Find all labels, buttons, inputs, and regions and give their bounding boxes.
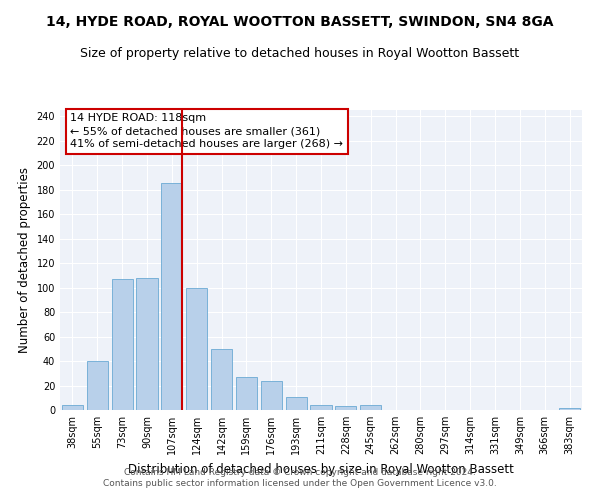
Bar xyxy=(136,278,158,410)
Bar xyxy=(360,405,381,410)
Bar xyxy=(87,361,108,410)
Text: 14, HYDE ROAD, ROYAL WOOTTON BASSETT, SWINDON, SN4 8GA: 14, HYDE ROAD, ROYAL WOOTTON BASSETT, SW… xyxy=(46,15,554,29)
Text: Contains HM Land Registry data © Crown copyright and database right 2024.
Contai: Contains HM Land Registry data © Crown c… xyxy=(103,468,497,487)
Bar xyxy=(335,406,356,410)
Bar xyxy=(310,405,332,410)
Bar xyxy=(286,396,307,410)
Text: Size of property relative to detached houses in Royal Wootton Bassett: Size of property relative to detached ho… xyxy=(80,48,520,60)
Bar xyxy=(261,380,282,410)
Bar xyxy=(112,279,133,410)
Bar xyxy=(559,408,580,410)
Bar xyxy=(236,377,257,410)
Text: 14 HYDE ROAD: 118sqm
← 55% of detached houses are smaller (361)
41% of semi-deta: 14 HYDE ROAD: 118sqm ← 55% of detached h… xyxy=(70,113,343,150)
Bar xyxy=(186,288,207,410)
Bar xyxy=(161,184,182,410)
X-axis label: Distribution of detached houses by size in Royal Wootton Bassett: Distribution of detached houses by size … xyxy=(128,462,514,475)
Bar xyxy=(62,405,83,410)
Bar xyxy=(211,349,232,410)
Y-axis label: Number of detached properties: Number of detached properties xyxy=(18,167,31,353)
